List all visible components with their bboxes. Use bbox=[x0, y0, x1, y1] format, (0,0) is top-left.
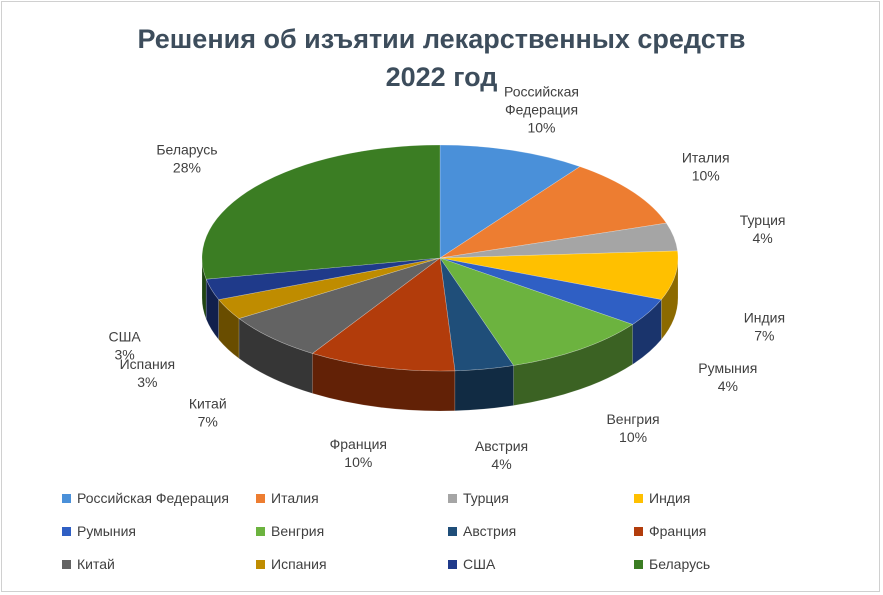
legend-swatch bbox=[62, 559, 71, 569]
pie-slice-китай bbox=[238, 257, 441, 354]
pie-slice-испания bbox=[218, 257, 441, 319]
pie-slice-турция bbox=[439, 222, 678, 259]
chart-title: Решения об изъятии лекарственных средств… bbox=[0, 20, 883, 96]
legend-item-франция: Франция bbox=[634, 523, 706, 539]
legend-label: Турция bbox=[463, 490, 509, 506]
legend-swatch bbox=[256, 493, 265, 503]
pie-slice-беларусь bbox=[201, 144, 441, 280]
legend-item-австрия: Австрия bbox=[448, 523, 516, 539]
legend-swatch bbox=[448, 526, 457, 536]
data-label-сша: США 3% bbox=[108, 329, 141, 363]
chart-title-line-1: Решения об изъятии лекарственных средств bbox=[137, 24, 746, 54]
legend-label: Венгрия bbox=[271, 523, 325, 539]
pie-slice-сша bbox=[205, 257, 441, 300]
pie-slice-италия bbox=[439, 166, 667, 259]
legend-label: Италия bbox=[271, 490, 319, 506]
data-label-беларусь: Беларусь 28% bbox=[156, 142, 217, 176]
data-label-франция: Франция 10% bbox=[330, 436, 387, 470]
legend-item-индия: Индия bbox=[634, 490, 690, 506]
pie-side-франция bbox=[312, 353, 456, 412]
legend-swatch bbox=[448, 493, 457, 503]
legend-item-испания: Испания bbox=[256, 556, 327, 572]
legend-item-румыния: Румыния bbox=[62, 523, 136, 539]
data-label-индия: Индия 7% bbox=[744, 309, 785, 343]
legend-item-китай: Китай bbox=[62, 556, 115, 572]
data-label-австрия: Австрия 4% bbox=[475, 438, 528, 472]
legend-label: Испания bbox=[271, 556, 327, 572]
pie-side-австрия bbox=[454, 365, 514, 412]
legend-label: Беларусь bbox=[649, 556, 711, 572]
legend-swatch bbox=[62, 526, 71, 536]
pie-slice-франция bbox=[311, 257, 456, 372]
data-label-румыния: Румыния 4% bbox=[698, 360, 757, 394]
data-label-испания: Испания 3% bbox=[120, 356, 176, 390]
data-label-турция: Турция 4% bbox=[740, 212, 786, 246]
legend-label: Индия bbox=[649, 490, 691, 506]
legend-item-турция: Турция bbox=[448, 490, 509, 506]
legend-label: Китай bbox=[77, 556, 115, 572]
legend-item-беларусь: Беларусь bbox=[634, 556, 710, 572]
legend-label: Российская Федерация bbox=[77, 490, 229, 506]
legend-swatch bbox=[634, 493, 643, 503]
legend-item-венгрия: Венгрия bbox=[256, 523, 324, 539]
data-label-российская-федерация: Российская Федерация 10% bbox=[504, 84, 579, 136]
legend-item-италия: Италия bbox=[256, 490, 319, 506]
legend-label: Австрия bbox=[463, 523, 517, 539]
legend-swatch bbox=[62, 493, 71, 503]
legend-label: Румыния bbox=[77, 523, 137, 539]
pie-slice-индия bbox=[439, 250, 679, 300]
legend-swatch bbox=[634, 526, 643, 536]
chart-title-line-2: 2022 год bbox=[385, 62, 498, 92]
pie-slice-австрия bbox=[439, 257, 515, 372]
pie-slice-российская-федерация bbox=[439, 144, 581, 259]
legend-label: Франция bbox=[649, 523, 707, 539]
pie-slice-венгрия bbox=[439, 257, 634, 366]
legend-swatch bbox=[448, 559, 457, 569]
legend-item-российская-федерация: Российская Федерация bbox=[62, 490, 229, 506]
data-label-венгрия: Венгрия 10% bbox=[606, 411, 659, 445]
pie-slice-румыния bbox=[439, 257, 662, 325]
legend-label: США bbox=[463, 556, 496, 572]
legend-swatch bbox=[256, 526, 265, 536]
legend-swatch bbox=[634, 559, 643, 569]
data-label-китай: Китай 7% bbox=[189, 395, 227, 429]
data-label-италия: Италия 10% bbox=[682, 149, 730, 183]
legend-item-сша: США bbox=[448, 556, 495, 572]
legend-swatch bbox=[256, 559, 265, 569]
